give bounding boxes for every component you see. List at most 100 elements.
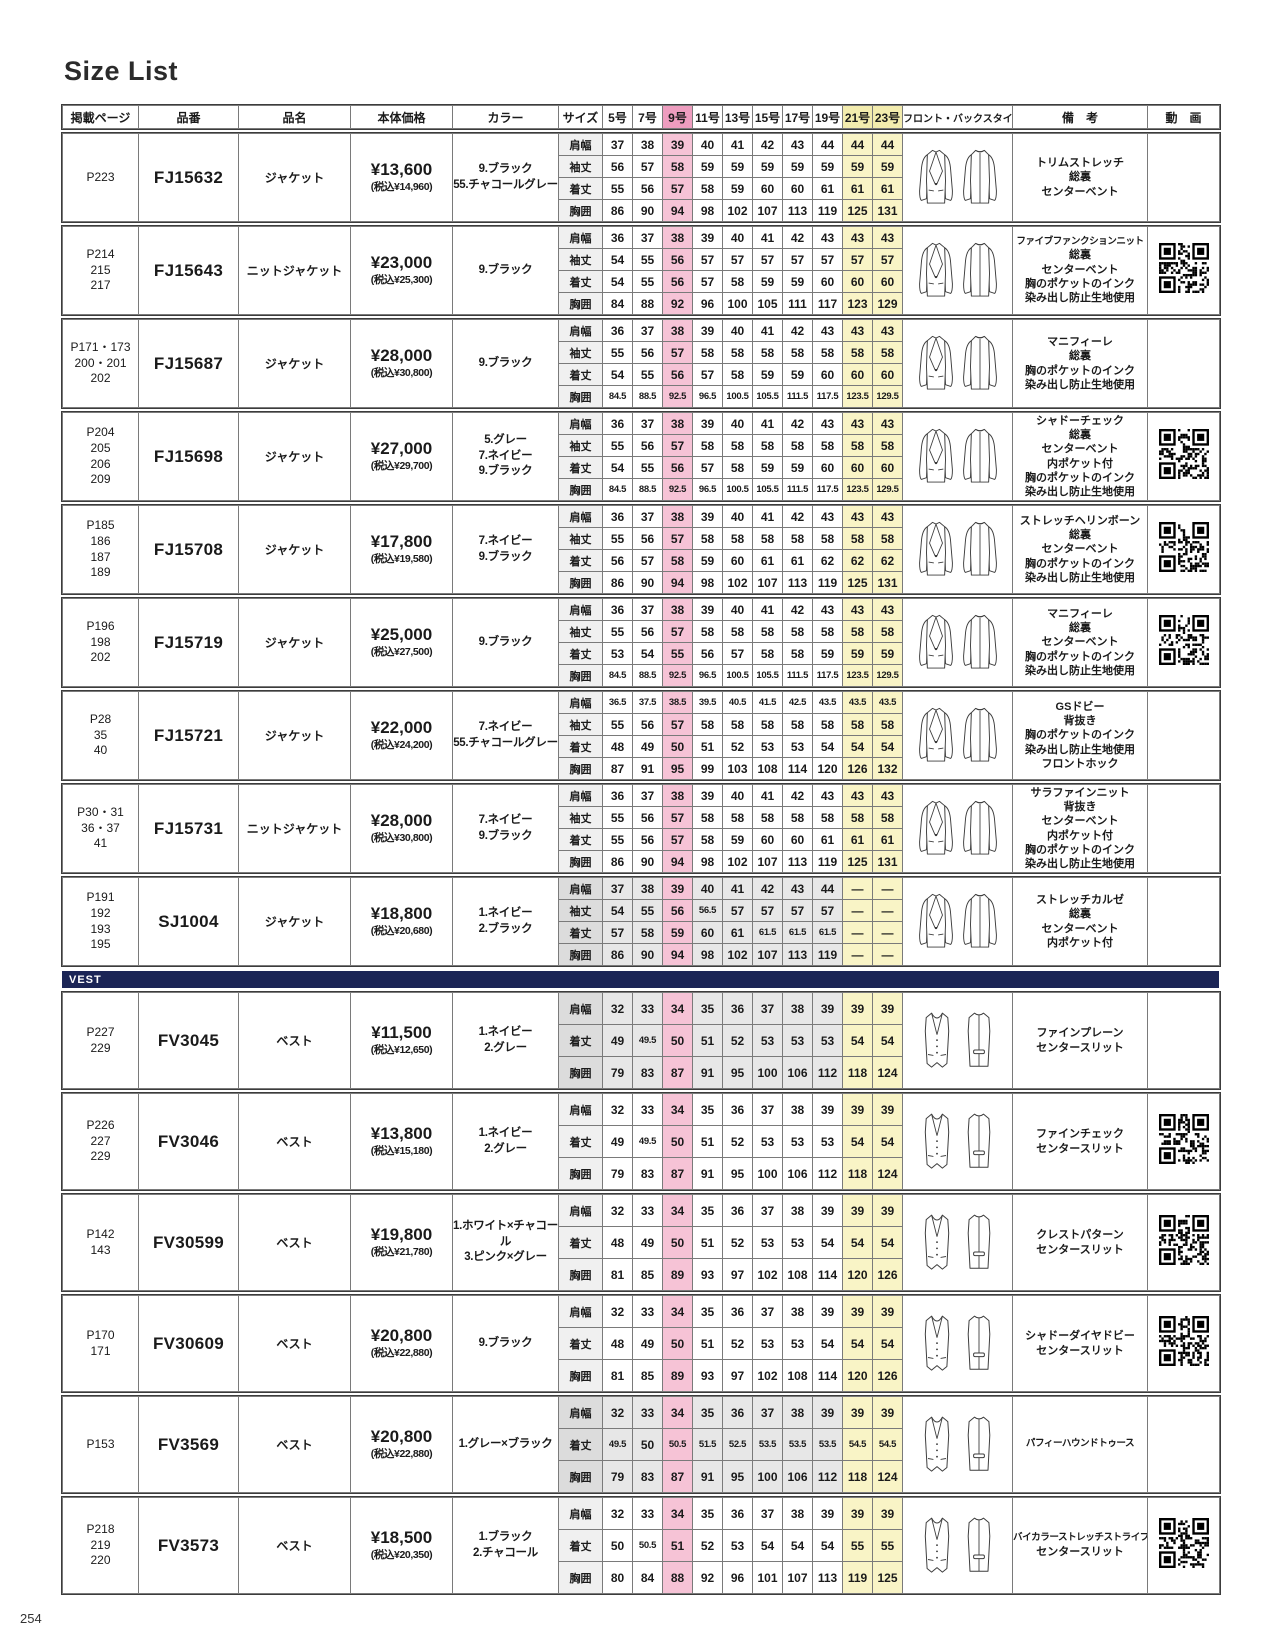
measurement-value-sleeve-length-21号: 57 (842, 248, 873, 271)
col-header-page: 掲載ページ (62, 105, 139, 129)
measurement-row: 胸囲 79 83 87 91 95 100 106 112 118 124 (63, 1157, 1220, 1190)
measurement-label-chest: 胸囲 (558, 664, 603, 687)
measurement-value-chest-7号: 83 (632, 1056, 663, 1089)
measurement-value-body-length-9号: 58 (662, 549, 693, 572)
measurement-value-shoulder-width-19号: 39 (812, 1093, 843, 1126)
measurement-value-body-length-7号: 54 (632, 642, 663, 665)
product-block-SJ1004: P191 192 193 195 SJ1004 ジャケット ¥18,800 (税込¥2… (61, 876, 1221, 967)
measurement-value-body-length-15号: 53 (752, 1125, 783, 1158)
measurement-value-chest-21号: 118 (842, 1460, 873, 1493)
measurement-label-body-length: 着丈 (558, 177, 603, 200)
measurement-value-chest-21号: 125 (842, 199, 873, 222)
color-option: 2.ブラック (478, 922, 533, 935)
measurement-value-shoulder-width-7号: 37 (632, 505, 663, 528)
measurement-value-chest-23号: — (872, 943, 903, 966)
measurement-value-sleeve-length-7号: 56 (632, 620, 663, 643)
measurement-value-chest-5号: 86 (602, 199, 633, 222)
jacket-back-icon (962, 521, 997, 576)
measurement-value-sleeve-length-11号: 58 (692, 527, 723, 550)
measurement-value-body-length-13号: 53 (722, 1529, 753, 1562)
remark-line: シャドーチェック (1036, 415, 1124, 428)
measurement-value-shoulder-width-9号: 34 (662, 1497, 693, 1530)
product-name: ジャケット (238, 598, 351, 687)
vest-back-icon (967, 1416, 990, 1471)
measurement-value-body-length-17号: 59 (782, 270, 813, 293)
video-cell (1147, 784, 1220, 873)
measurement-value-body-length-19号: 59 (812, 642, 843, 665)
measurement-value-chest-21号: 120 (842, 1258, 873, 1291)
measurement-value-shoulder-width-9号: 38 (662, 319, 693, 342)
measurement-value-shoulder-width-21号: 43 (842, 412, 873, 435)
product-code: SJ1004 (138, 877, 239, 966)
measurement-value-shoulder-width-23号: 43 (872, 505, 903, 528)
product-name: ベスト (238, 1093, 351, 1190)
price-cell: ¥11,500 (税込¥12,650) (350, 992, 453, 1089)
video-cell (1147, 1396, 1220, 1493)
measurement-value-body-length-17号: 53.5 (782, 1428, 813, 1461)
measurement-value-shoulder-width-11号: 35 (692, 1396, 723, 1429)
remark-line: ストレッチカルゼ (1036, 894, 1124, 907)
measurement-row: 胸囲 84.5 88.5 92.5 96.5 100.5 105.5 111.5 117.5 12… (63, 478, 1220, 501)
product-code: FV30599 (138, 1194, 239, 1291)
measurement-value-body-length-15号: 53.5 (752, 1428, 783, 1461)
measurement-value-shoulder-width-7号: 38 (632, 877, 663, 900)
measurement-label-body-length: 着丈 (558, 1529, 603, 1562)
color-options: 1.ホワイト×チャコール 3.ピンク×グレー (452, 1194, 559, 1291)
measurement-value-chest-23号: 125 (872, 1561, 903, 1594)
measurement-value-shoulder-width-13号: 36 (722, 1093, 753, 1126)
measurement-value-sleeve-length-5号: 55 (602, 713, 633, 736)
product-block-FJ15632: P223 FJ15632 ジャケット ¥13,600 (税込¥14,960) 9… (61, 132, 1221, 223)
measurement-value-sleeve-length-11号: 59 (692, 155, 723, 178)
measurement-label-chest: 胸囲 (558, 850, 603, 873)
measurement-value-chest-13号: 102 (722, 199, 753, 222)
measurement-value-body-length-5号: 48 (602, 1327, 633, 1360)
measurement-row: 胸囲 86 90 94 98 102 107 113 119 125 131 (63, 571, 1220, 594)
measurement-value-shoulder-width-19号: 43 (812, 319, 843, 342)
measurement-value-sleeve-length-17号: 58 (782, 341, 813, 364)
measurement-value-body-length-15号: 53 (752, 1226, 783, 1259)
measurement-value-chest-19号: 114 (812, 1258, 843, 1291)
catalog-pages: P218 219 220 (62, 1497, 139, 1594)
measurement-value-chest-19号: 112 (812, 1460, 843, 1493)
measurement-value-body-length-11号: 57 (692, 270, 723, 293)
measurement-value-body-length-23号: 54 (872, 1327, 903, 1360)
price-cell: ¥27,000 (税込¥29,700) (350, 412, 453, 501)
remark-line: 胸のポケットのインク (1025, 650, 1135, 663)
measurement-value-shoulder-width-9号: 38 (662, 226, 693, 249)
measurement-value-shoulder-width-7号: 33 (632, 1194, 663, 1227)
measurement-value-body-length-21号: 59 (842, 642, 873, 665)
measurement-value-shoulder-width-5号: 32 (602, 992, 633, 1025)
video-cell (1147, 133, 1220, 222)
price-cell: ¥13,800 (税込¥15,180) (350, 1093, 453, 1190)
measurement-value-chest-19号: 119 (812, 850, 843, 873)
measurement-value-sleeve-length-5号: 55 (602, 434, 633, 457)
measurement-value-shoulder-width-17号: 43 (782, 133, 813, 156)
remark-line: 内ポケット付 (1047, 829, 1113, 842)
measurement-value-shoulder-width-21号: 43 (842, 505, 873, 528)
product-block-FJ15721: P28 35 40 FJ15721 ジャケット ¥22,000 (税込¥24,200… (61, 690, 1221, 781)
remarks: ファインプレーン センタースリット (1012, 992, 1148, 1089)
measurement-value-body-length-15号: 53 (752, 1024, 783, 1057)
measurement-value-sleeve-length-21号: 58 (842, 806, 873, 829)
measurement-value-body-length-19号: 53 (812, 1125, 843, 1158)
remark-line: 染み出し防止生地使用 (1025, 378, 1135, 391)
remark-line: センタースリット (1036, 1243, 1124, 1256)
measurement-value-body-length-23号: 59 (872, 642, 903, 665)
measurement-value-body-length-5号: 54 (602, 456, 633, 479)
measurement-value-shoulder-width-23号: 39 (872, 1396, 903, 1429)
measurement-value-shoulder-width-11号: 39 (692, 784, 723, 807)
color-option: 9.ブラック (478, 1336, 533, 1349)
qr-code-icon (1158, 1518, 1209, 1568)
measurement-value-shoulder-width-21号: 43.5 (842, 691, 873, 714)
measurement-value-body-length-7号: 56 (632, 828, 663, 851)
measurement-value-shoulder-width-17号: 43 (782, 877, 813, 900)
measurement-value-shoulder-width-7号: 37.5 (632, 691, 663, 714)
measurement-value-body-length-17号: 53 (782, 735, 813, 758)
measurement-value-shoulder-width-5号: 36 (602, 226, 633, 249)
measurement-value-sleeve-length-17号: 58 (782, 527, 813, 550)
measurement-value-chest-17号: 106 (782, 1056, 813, 1089)
measurement-value-chest-5号: 79 (602, 1460, 633, 1493)
catalog-pages: P171・173 200・201 202 (62, 319, 139, 408)
measurement-value-body-length-7号: 55 (632, 363, 663, 386)
measurement-row: 胸囲 86 90 94 98 102 107 113 119 125 131 (63, 850, 1220, 873)
